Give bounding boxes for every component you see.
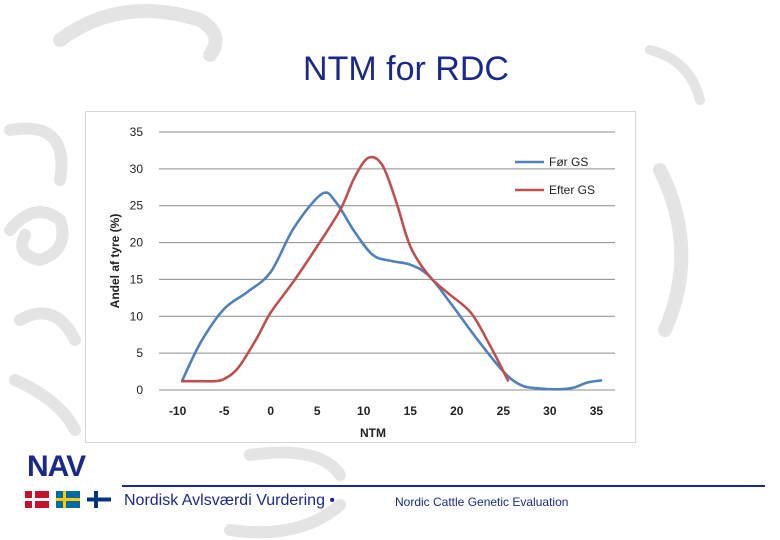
x-tick-label: -5 (219, 404, 230, 418)
y-tick-label: 30 (130, 162, 144, 176)
footer-divider (122, 485, 765, 487)
x-tick-label: 15 (404, 404, 418, 418)
x-tick-label: 30 (543, 404, 557, 418)
x-tick-label: -10 (169, 404, 187, 418)
x-tick-label: 20 (450, 404, 464, 418)
y-axis-label: Andel af tyre (%) (108, 214, 122, 309)
y-tick-label: 25 (130, 199, 144, 213)
nav-logo: NAV (27, 450, 86, 483)
denmark-flag-icon (25, 491, 49, 508)
legend-label-2: Efter GS (549, 183, 595, 197)
x-tick-label: 0 (267, 404, 274, 418)
y-tick-label: 0 (136, 383, 143, 397)
y-tick-label: 15 (130, 272, 144, 286)
y-tick-label: 10 (130, 309, 144, 323)
series-line-1 (180, 191, 603, 391)
x-tick-label: 5 (314, 404, 321, 418)
x-tick-label: 35 (590, 404, 604, 418)
finland-flag-icon (87, 491, 111, 508)
footer-right-text: Nordic Cattle Genetic Evaluation (395, 495, 569, 509)
y-tick-label: 5 (136, 346, 143, 360)
y-tick-label: 35 (130, 125, 144, 139)
legend-label-1: Før GS (549, 155, 588, 169)
series-line-2 (180, 155, 510, 383)
x-axis-label: NTM (360, 426, 386, 440)
slide-title: NTM for RDC (303, 50, 509, 88)
y-tick-label: 20 (130, 236, 144, 250)
x-tick-label: 10 (357, 404, 371, 418)
x-tick-label: 25 (497, 404, 511, 418)
chart-frame: 0 5 10 15 20 25 30 35 -10 -5 0 5 10 15 20 25 30 35 NTM Ande… (85, 111, 636, 443)
ntm-chart: 0 5 10 15 20 25 30 35 -10 -5 0 5 10 15 20 25 30 35 NTM Ande… (108, 125, 615, 440)
sweden-flag-icon (56, 491, 80, 508)
footer-left-text: Nordisk Avlsværdi Vurdering • (124, 492, 336, 509)
